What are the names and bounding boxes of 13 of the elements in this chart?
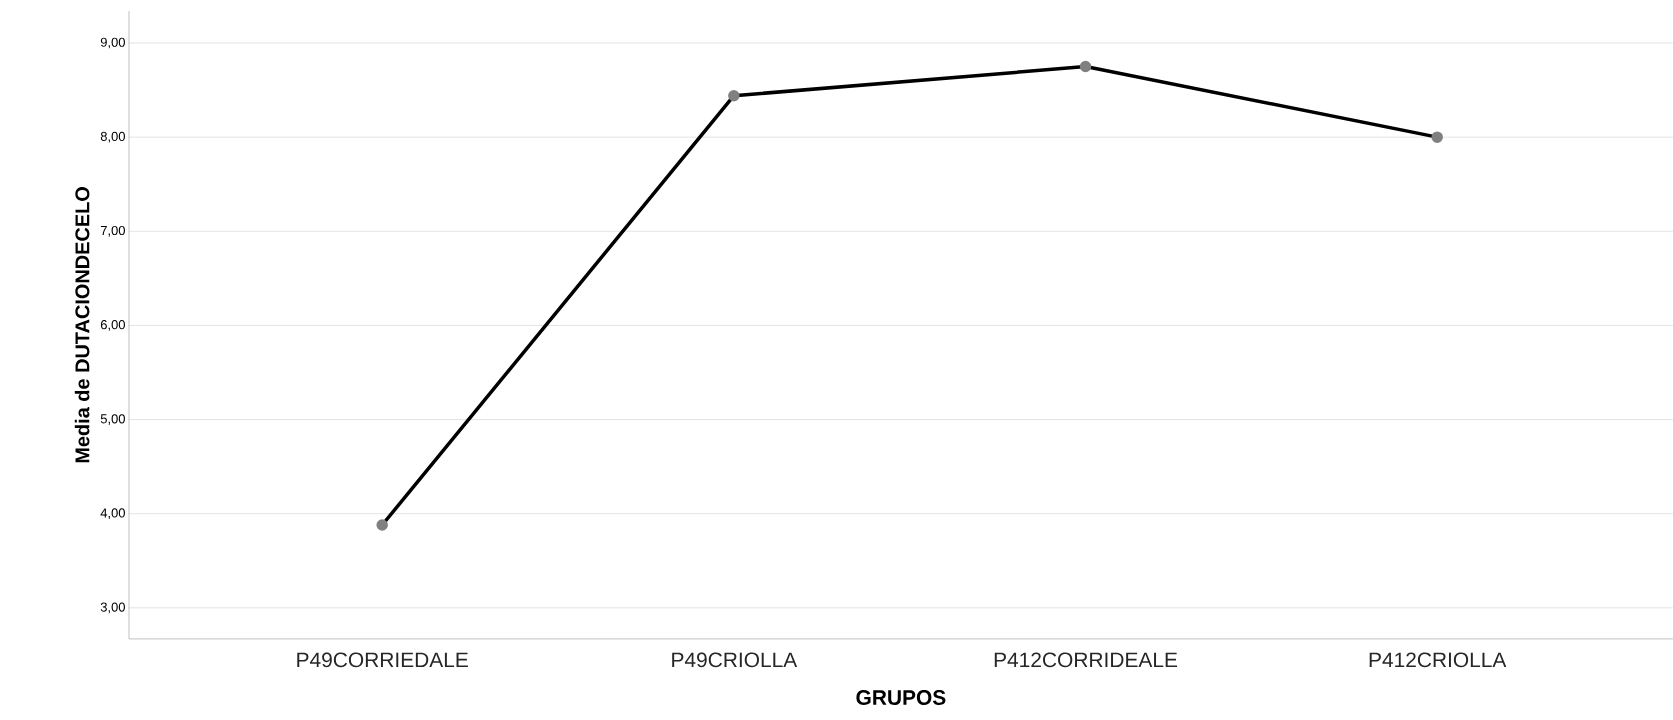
y-axis-title: Media de DUTACIONDECELO bbox=[74, 187, 90, 463]
y-tick-label: 5,00 bbox=[100, 414, 125, 425]
x-tick-label: P412CRIOLLA bbox=[1369, 652, 1507, 668]
y-tick-label: 8,00 bbox=[100, 131, 125, 143]
y-tick-label: 6,00 bbox=[100, 320, 125, 331]
y-tick-label: 3,00 bbox=[100, 602, 125, 614]
y-tick-label: 9,00 bbox=[100, 37, 125, 49]
x-tick-label: P49CRIOLLA bbox=[672, 652, 798, 668]
x-axis-title: GRUPOS bbox=[856, 690, 946, 705]
x-tick-label: P412CORRIDEALE bbox=[994, 652, 1178, 668]
x-tick-label: P49CORRIEDALE bbox=[297, 652, 468, 668]
y-tick-label: 7,00 bbox=[100, 225, 125, 237]
y-tick-label: 4,00 bbox=[100, 508, 125, 520]
